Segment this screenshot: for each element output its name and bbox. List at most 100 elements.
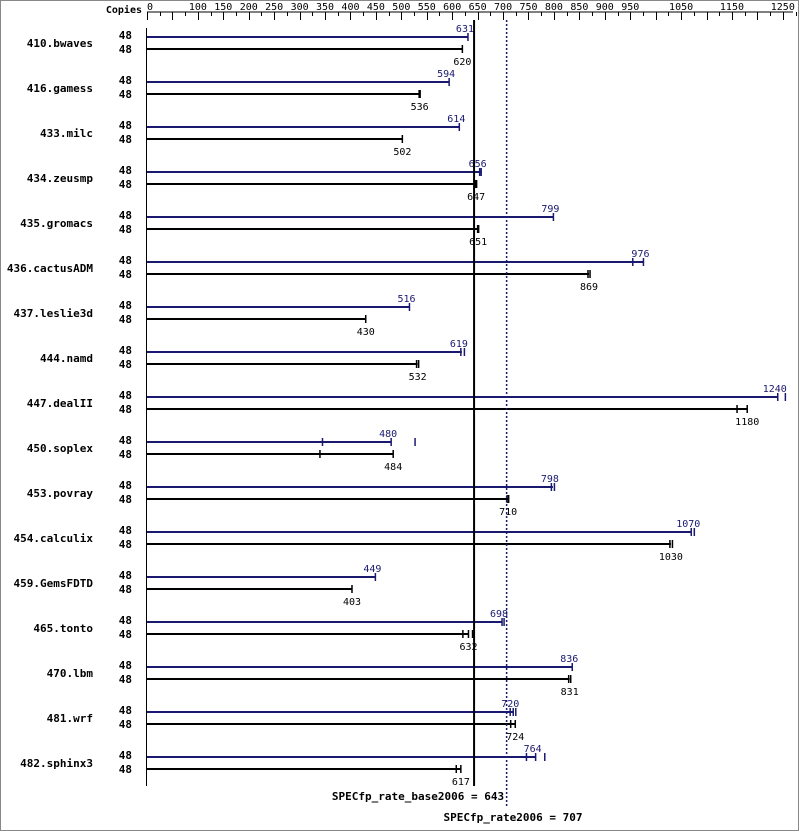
base-copies-label: 48 bbox=[119, 43, 132, 56]
x-tick-label: 300 bbox=[291, 2, 309, 13]
peak-value-label: 1240 bbox=[763, 384, 787, 395]
x-tick-label: 950 bbox=[621, 2, 639, 13]
base-value-label: 647 bbox=[467, 192, 485, 203]
benchmark-label: 435.gromacs bbox=[20, 217, 93, 230]
benchmark-label: 459.GemsFDTD bbox=[14, 577, 94, 590]
base-value-label: 484 bbox=[384, 462, 402, 473]
base-value-label: 632 bbox=[459, 642, 477, 653]
base-copies-label: 48 bbox=[119, 763, 132, 776]
base-copies-label: 48 bbox=[119, 628, 132, 641]
peak-value-label: 631 bbox=[456, 24, 474, 35]
peak-value-label: 764 bbox=[524, 744, 542, 755]
x-tick-label: 900 bbox=[596, 2, 614, 13]
base-value-label: 617 bbox=[452, 777, 470, 788]
x-tick-label: 250 bbox=[265, 2, 283, 13]
base-copies-label: 48 bbox=[119, 358, 132, 371]
peak-copies-label: 48 bbox=[119, 254, 132, 267]
x-tick-label: 400 bbox=[341, 2, 359, 13]
base-copies-label: 48 bbox=[119, 403, 132, 416]
peak-copies-label: 48 bbox=[119, 299, 132, 312]
peak-value-label: 976 bbox=[631, 249, 649, 260]
base-value-label: 532 bbox=[409, 372, 427, 383]
x-tick-label: 100 bbox=[189, 2, 207, 13]
x-tick-label: 350 bbox=[316, 2, 334, 13]
peak-value-label: 516 bbox=[397, 294, 415, 305]
peak-copies-label: 48 bbox=[119, 479, 132, 492]
benchmark-label: 447.dealII bbox=[27, 397, 93, 410]
peak-value-label: 619 bbox=[450, 339, 468, 350]
benchmark-label: 470.lbm bbox=[47, 667, 94, 680]
peak-copies-label: 48 bbox=[119, 119, 132, 132]
benchmark-label: 454.calculix bbox=[14, 532, 94, 545]
peak-copies-label: 48 bbox=[119, 524, 132, 537]
copies-header: Copies bbox=[106, 4, 142, 16]
benchmark-label: 444.namd bbox=[40, 352, 93, 365]
base-value-label: 536 bbox=[411, 102, 429, 113]
peak-value-label: 449 bbox=[363, 564, 381, 575]
base-value-label: 831 bbox=[561, 687, 579, 698]
peak-value-label: 656 bbox=[469, 159, 487, 170]
benchmark-label: 416.gamess bbox=[27, 82, 93, 95]
x-tick-label: 1050 bbox=[669, 2, 693, 13]
base-copies-label: 48 bbox=[119, 313, 132, 326]
peak-copies-label: 48 bbox=[119, 749, 132, 762]
x-tick-label: 750 bbox=[519, 2, 537, 13]
benchmark-label: 450.soplex bbox=[27, 442, 94, 455]
x-tick-label: 700 bbox=[494, 2, 512, 13]
peak-copies-label: 48 bbox=[119, 74, 132, 87]
peak-value-label: 698 bbox=[490, 609, 508, 620]
benchmark-label: 434.zeusmp bbox=[27, 172, 94, 185]
base-mean-label: SPECfp_rate_base2006 = 643 bbox=[332, 790, 504, 803]
benchmark-label: 410.bwaves bbox=[27, 37, 93, 50]
base-copies-label: 48 bbox=[119, 493, 132, 506]
peak-copies-label: 48 bbox=[119, 614, 132, 627]
base-copies-label: 48 bbox=[119, 223, 132, 236]
peak-copies-label: 48 bbox=[119, 344, 132, 357]
peak-value-label: 614 bbox=[447, 114, 465, 125]
benchmark-label: 436.cactusADM bbox=[7, 262, 93, 275]
benchmark-label: 482.sphinx3 bbox=[20, 757, 93, 770]
benchmark-label: 481.wrf bbox=[47, 712, 93, 725]
x-tick-label: 550 bbox=[418, 2, 436, 13]
peak-mean-label: SPECfp_rate2006 = 707 bbox=[443, 811, 582, 824]
peak-copies-label: 48 bbox=[119, 29, 132, 42]
base-value-label: 710 bbox=[499, 507, 517, 518]
x-tick-label: 0 bbox=[147, 2, 153, 13]
base-value-label: 502 bbox=[393, 147, 411, 158]
peak-copies-label: 48 bbox=[119, 389, 132, 402]
base-value-label: 1180 bbox=[735, 417, 759, 428]
peak-value-label: 720 bbox=[501, 699, 519, 710]
peak-copies-label: 48 bbox=[119, 704, 132, 717]
peak-copies-label: 48 bbox=[119, 434, 132, 447]
peak-copies-label: 48 bbox=[119, 569, 132, 582]
x-tick-label: 450 bbox=[367, 2, 385, 13]
base-copies-label: 48 bbox=[119, 583, 132, 596]
base-copies-label: 48 bbox=[119, 178, 132, 191]
peak-copies-label: 48 bbox=[119, 164, 132, 177]
peak-value-label: 799 bbox=[541, 204, 559, 215]
peak-copies-label: 48 bbox=[119, 659, 132, 672]
x-tick-label: 850 bbox=[570, 2, 588, 13]
base-copies-label: 48 bbox=[119, 538, 132, 551]
peak-value-label: 836 bbox=[560, 654, 578, 665]
base-value-label: 651 bbox=[469, 237, 487, 248]
base-value-label: 724 bbox=[506, 732, 524, 743]
x-tick-label: 1250 bbox=[771, 2, 795, 13]
base-value-label: 869 bbox=[580, 282, 598, 293]
peak-copies-label: 48 bbox=[119, 209, 132, 222]
x-tick-label: 650 bbox=[469, 2, 487, 13]
base-copies-label: 48 bbox=[119, 448, 132, 461]
base-copies-label: 48 bbox=[119, 268, 132, 281]
benchmark-label: 433.milc bbox=[40, 127, 93, 140]
base-value-label: 430 bbox=[357, 327, 375, 338]
benchmark-label: 453.povray bbox=[27, 487, 94, 500]
benchmark-label: 465.tonto bbox=[33, 622, 93, 635]
base-copies-label: 48 bbox=[119, 718, 132, 731]
base-copies-label: 48 bbox=[119, 88, 132, 101]
x-tick-label: 800 bbox=[545, 2, 563, 13]
x-tick-label: 500 bbox=[392, 2, 410, 13]
peak-value-label: 1070 bbox=[676, 519, 700, 530]
base-value-label: 1030 bbox=[659, 552, 683, 563]
